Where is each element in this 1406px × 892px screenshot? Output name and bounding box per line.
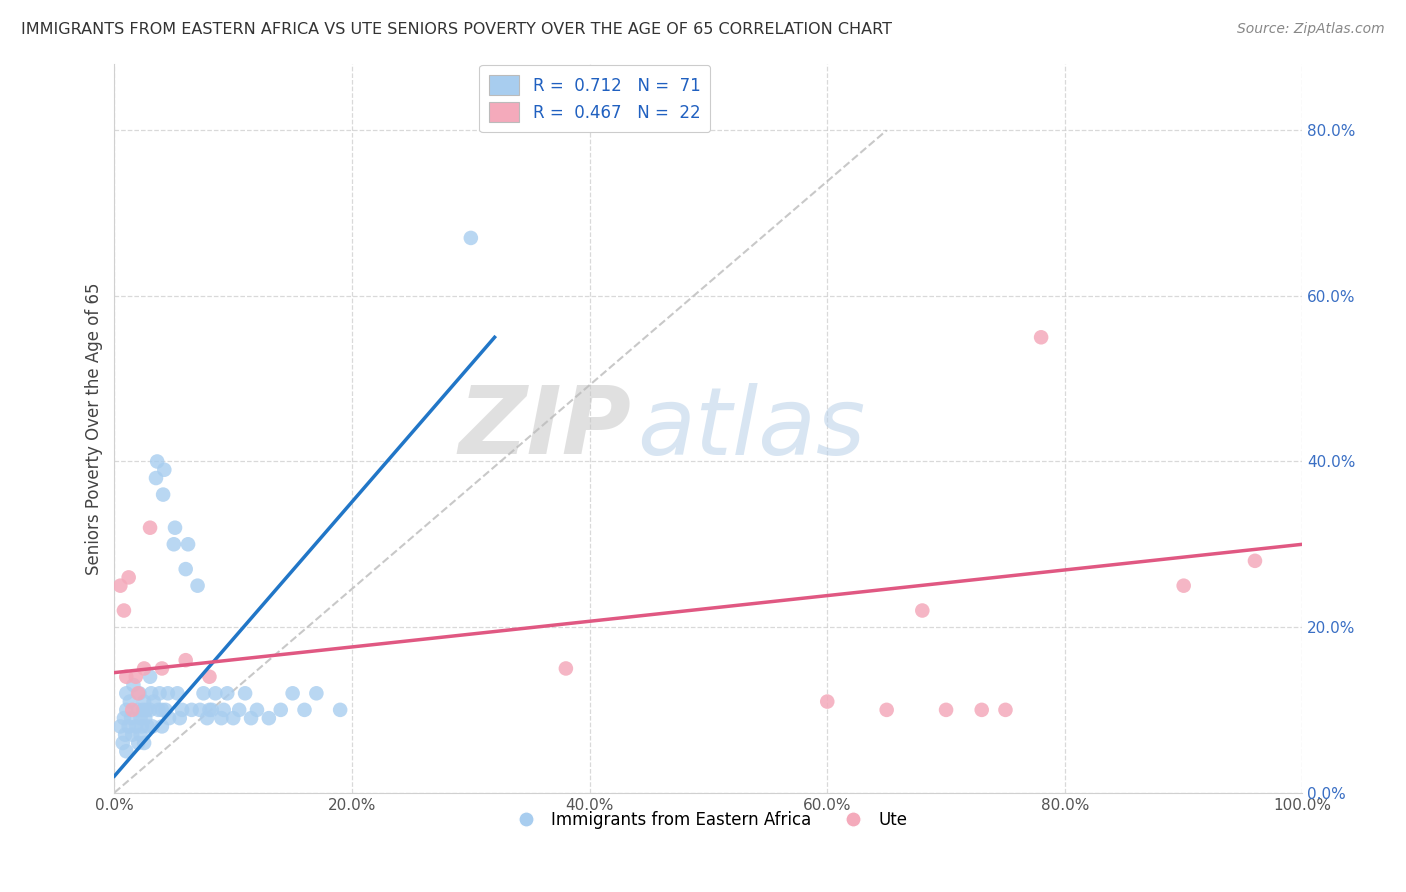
Point	[174, 562, 197, 576]
Text: ZIP: ZIP	[458, 383, 631, 475]
Point	[204, 686, 226, 700]
Point	[112, 711, 135, 725]
Point	[876, 703, 898, 717]
Point	[246, 703, 269, 717]
Point	[166, 686, 188, 700]
Point	[270, 703, 292, 717]
Point	[201, 703, 224, 717]
Point	[132, 736, 155, 750]
Point	[329, 703, 352, 717]
Point	[150, 719, 173, 733]
Point	[114, 728, 136, 742]
Point	[115, 744, 138, 758]
Text: atlas: atlas	[637, 383, 866, 474]
Point	[180, 703, 202, 717]
Point	[141, 719, 163, 733]
Point	[148, 703, 170, 717]
Legend: Immigrants from Eastern Africa, Ute: Immigrants from Eastern Africa, Ute	[503, 804, 914, 835]
Point	[112, 603, 135, 617]
Point	[195, 711, 218, 725]
Point	[305, 686, 328, 700]
Point	[132, 661, 155, 675]
Point	[1244, 554, 1267, 568]
Point	[121, 703, 143, 717]
Point	[125, 719, 148, 733]
Point	[233, 686, 256, 700]
Point	[177, 537, 200, 551]
Point	[994, 703, 1017, 717]
Point	[118, 719, 141, 733]
Point	[131, 719, 153, 733]
Point	[222, 711, 245, 725]
Point	[554, 661, 576, 675]
Point	[127, 686, 149, 700]
Point	[118, 695, 141, 709]
Point	[125, 670, 148, 684]
Point	[111, 736, 134, 750]
Text: IMMIGRANTS FROM EASTERN AFRICA VS UTE SENIORS POVERTY OVER THE AGE OF 65 CORRELA: IMMIGRANTS FROM EASTERN AFRICA VS UTE SE…	[21, 22, 891, 37]
Point	[150, 661, 173, 675]
Point	[135, 703, 157, 717]
Point	[129, 711, 152, 725]
Point	[122, 678, 145, 692]
Point	[815, 695, 838, 709]
Point	[911, 603, 934, 617]
Point	[294, 703, 316, 717]
Point	[970, 703, 993, 717]
Point	[174, 653, 197, 667]
Point	[169, 711, 191, 725]
Point	[134, 711, 156, 725]
Point	[1029, 330, 1052, 344]
Point	[156, 686, 179, 700]
Point	[172, 703, 194, 717]
Point	[157, 711, 180, 725]
Point	[110, 579, 132, 593]
Point	[118, 570, 141, 584]
Point	[121, 728, 143, 742]
Point	[129, 728, 152, 742]
Point	[139, 670, 162, 684]
Point	[115, 686, 138, 700]
Point	[228, 703, 250, 717]
Point	[217, 686, 239, 700]
Point	[150, 703, 173, 717]
Point	[115, 670, 138, 684]
Point	[198, 703, 221, 717]
Point	[115, 703, 138, 717]
Point	[460, 231, 482, 245]
Point	[146, 454, 169, 468]
Point	[153, 463, 176, 477]
Point	[145, 471, 167, 485]
Point	[136, 719, 159, 733]
Point	[1173, 579, 1195, 593]
Point	[132, 703, 155, 717]
Point	[141, 686, 163, 700]
Point	[127, 703, 149, 717]
Point	[139, 703, 162, 717]
Point	[152, 487, 174, 501]
Point	[240, 711, 263, 725]
Y-axis label: Seniors Poverty Over the Age of 65: Seniors Poverty Over the Age of 65	[86, 282, 103, 574]
Point	[257, 711, 280, 725]
Point	[198, 670, 221, 684]
Point	[148, 686, 170, 700]
Point	[188, 703, 211, 717]
Point	[163, 537, 186, 551]
Point	[163, 521, 186, 535]
Point	[139, 521, 162, 535]
Point	[142, 695, 165, 709]
Point	[935, 703, 957, 717]
Text: Source: ZipAtlas.com: Source: ZipAtlas.com	[1237, 22, 1385, 37]
Point	[281, 686, 304, 700]
Point	[127, 736, 149, 750]
Point	[155, 703, 177, 717]
Point	[187, 579, 209, 593]
Point	[212, 703, 235, 717]
Point	[128, 686, 150, 700]
Point	[193, 686, 215, 700]
Point	[110, 719, 132, 733]
Point	[132, 695, 155, 709]
Point	[209, 711, 232, 725]
Point	[120, 711, 142, 725]
